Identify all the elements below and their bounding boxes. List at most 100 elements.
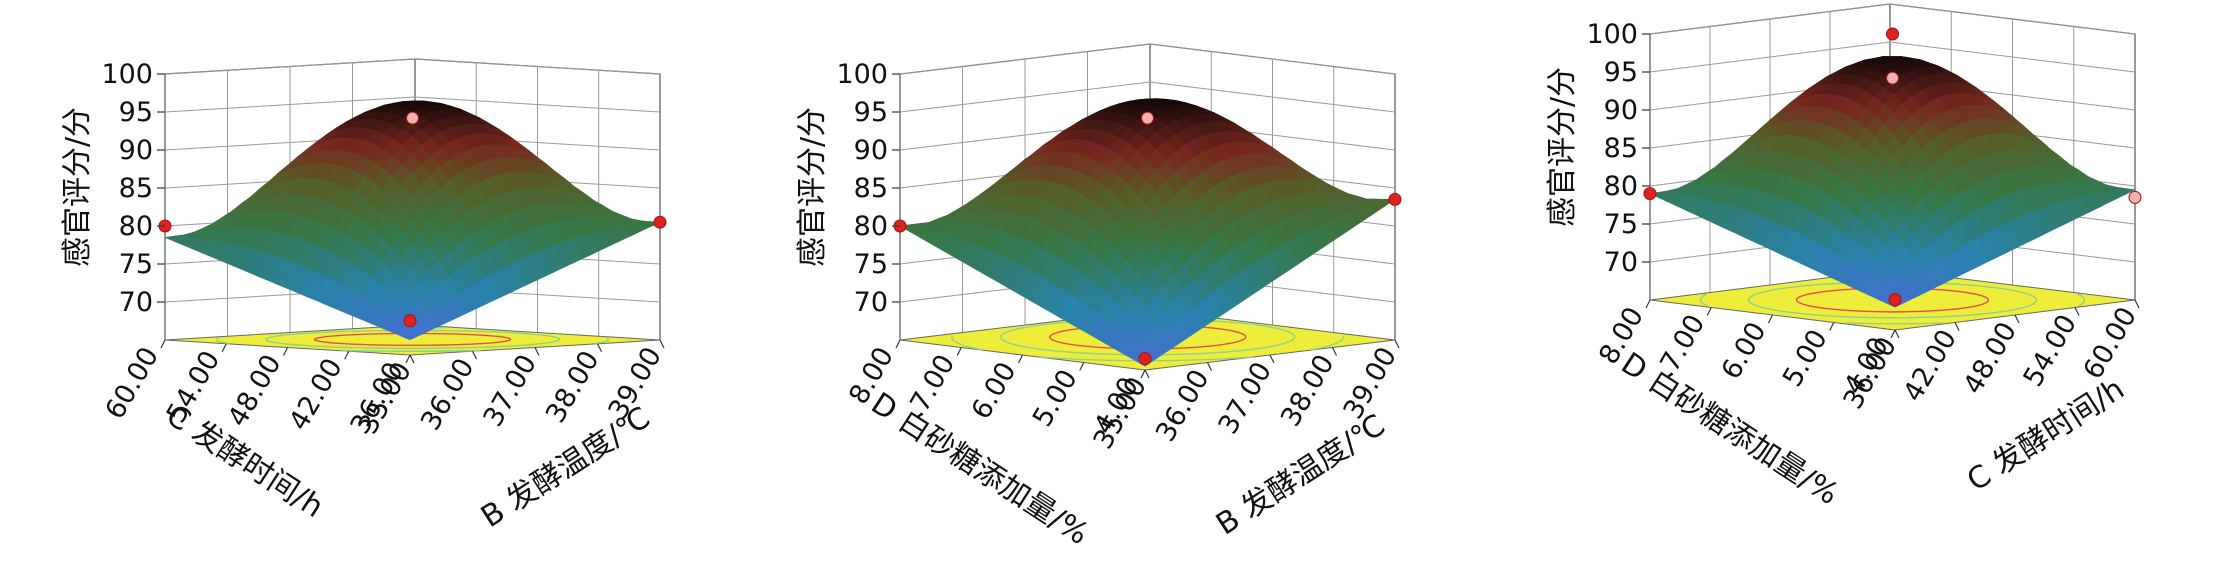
design-point xyxy=(1886,71,1899,85)
x-tick-label: 60.00 xyxy=(100,342,165,424)
y-tick-mark xyxy=(1206,362,1213,371)
y-tick-mark xyxy=(659,339,665,349)
design-points xyxy=(158,111,667,328)
surface-panel-3: 70 75 80 85 90 95 100 感官评分/分 4.00 5.00 6.00 7.00 8.0… xyxy=(1480,0,2214,571)
surface-panel-1: 70 75 80 85 90 95 100 感官评分/分 36.00 42.00 48.00 54.0… xyxy=(0,0,740,571)
surface-panel-2: 70 75 80 85 90 95 100 感官评分/分 4.00 5.00 6.00 7.00 8.0… xyxy=(740,0,1480,571)
y-tick-mark xyxy=(1144,369,1150,379)
surface-plot-2: 707580859095100感官评分/分4.005.006.007.008.0… xyxy=(795,43,1403,552)
x-tick-mark xyxy=(344,350,350,360)
z-gridline xyxy=(1649,41,2136,73)
x-tick-mark xyxy=(221,343,227,353)
x-tick-label: 48.00 xyxy=(222,350,287,432)
y-tick-mark xyxy=(1954,322,1960,331)
floor-contours xyxy=(215,326,610,352)
y-tick-mark xyxy=(2014,314,2020,324)
z-tick-label: 95 xyxy=(119,97,153,128)
design-point xyxy=(1388,192,1402,206)
z-tick-label: 70 xyxy=(119,287,153,318)
y-tick-mark xyxy=(1894,329,1900,339)
design-point xyxy=(1138,352,1152,366)
x-tick-mark xyxy=(282,347,289,356)
y-tick-label: 38.00 xyxy=(540,346,605,428)
design-point xyxy=(1888,293,1902,307)
x-tick-mark xyxy=(1890,329,1896,339)
x-tick-mark xyxy=(1829,322,1835,331)
response-surface xyxy=(899,98,1396,367)
x-tick-mark xyxy=(405,354,411,364)
z-tick-label: 80 xyxy=(1604,171,1638,202)
z-tick-label: 80 xyxy=(854,211,888,242)
design-point xyxy=(1643,187,1657,201)
contour-line xyxy=(264,329,561,349)
contour-line xyxy=(2077,293,2086,307)
y-tick-label: 36.00 xyxy=(415,353,480,435)
z-gridline xyxy=(899,43,1396,75)
z-axis-label: 感官评分/分 xyxy=(795,107,830,267)
x-tick-label: 6.00 xyxy=(966,357,1023,425)
y-tick-label: 36.00 xyxy=(1150,365,1215,447)
z-tick-label: 75 xyxy=(854,249,888,280)
z-tick-label: 70 xyxy=(854,287,888,318)
z-tick-label: 90 xyxy=(119,135,153,166)
z-tick-label: 100 xyxy=(101,59,153,90)
contour-line xyxy=(1310,335,1345,351)
z-tick-label: 85 xyxy=(854,173,888,204)
x-tick-label: 5.00 xyxy=(1027,365,1084,433)
z-gridline xyxy=(899,81,1396,113)
contour-line xyxy=(340,349,482,352)
contour-line xyxy=(951,335,983,351)
y-tick-mark xyxy=(534,347,540,356)
contour-line xyxy=(594,336,610,345)
z-gridline xyxy=(1649,3,2136,35)
z-tick-label: 100 xyxy=(1586,19,1638,50)
x-tick-label: 6.00 xyxy=(1716,317,1773,385)
x-tick-mark xyxy=(160,339,166,349)
z-tick-label: 75 xyxy=(119,249,153,280)
y-tick-mark xyxy=(1269,354,1275,364)
z-tick-label: 100 xyxy=(836,59,888,90)
design-points xyxy=(1643,27,2142,307)
surface-facet xyxy=(400,327,421,341)
contour-line xyxy=(215,336,230,345)
y-tick-mark xyxy=(596,343,603,353)
z-tick-label: 90 xyxy=(1604,95,1638,126)
y-tick-mark xyxy=(409,354,415,364)
x-tick-mark xyxy=(1767,314,1774,324)
y-tick-mark xyxy=(2074,307,2080,316)
y-tick-mark xyxy=(471,350,478,360)
contour-line xyxy=(1844,322,1945,325)
z-tick-label: 80 xyxy=(119,211,153,242)
z-tick-label: 75 xyxy=(1604,209,1638,240)
x-tick-mark xyxy=(956,347,962,356)
contour-line xyxy=(1699,293,1708,307)
y-tick-mark xyxy=(1331,347,1338,356)
z-tick-label: 90 xyxy=(854,135,888,166)
z-tick-label: 95 xyxy=(1604,57,1638,88)
x-tick-label: 42.00 xyxy=(283,353,348,435)
design-point xyxy=(1141,111,1154,125)
contour-line xyxy=(313,332,512,347)
z-tick-label: 85 xyxy=(119,173,153,204)
design-point xyxy=(653,215,667,229)
design-point xyxy=(2128,190,2142,204)
x-tick-label: 5.00 xyxy=(1777,325,1834,393)
response-surface xyxy=(163,100,662,341)
y-tick-label: 48.00 xyxy=(1958,317,2023,399)
z-tick-label: 85 xyxy=(1604,133,1638,164)
z-tick-label: 70 xyxy=(1604,247,1638,278)
x-tick-mark xyxy=(1706,307,1712,316)
z-tick-label: 95 xyxy=(854,97,888,128)
design-point xyxy=(406,111,419,125)
x-tick-mark xyxy=(1079,362,1085,371)
y-tick-label: 37.00 xyxy=(478,350,543,432)
y-tick-label: 37.00 xyxy=(1213,357,1278,439)
